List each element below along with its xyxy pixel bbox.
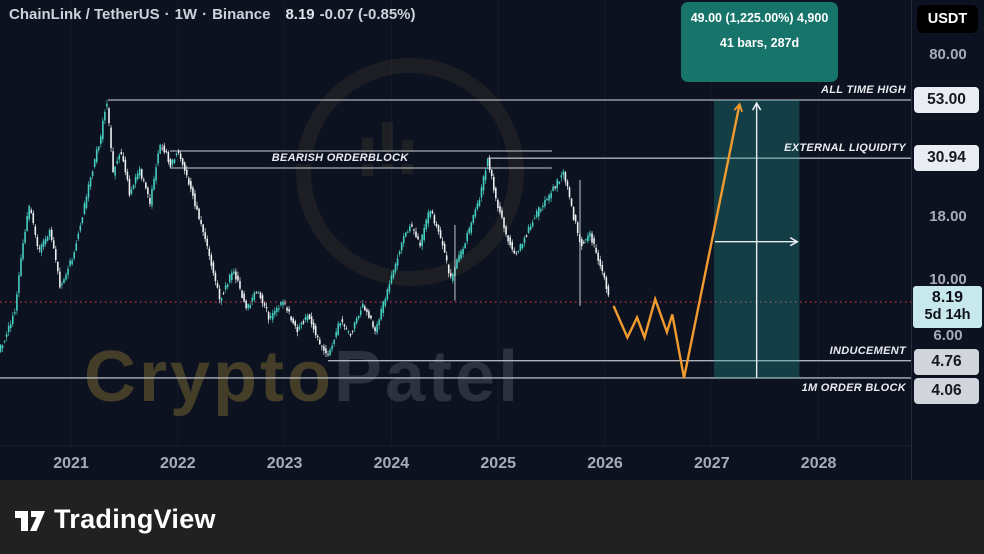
separator-dot: · — [164, 6, 170, 23]
watermark-crypto: Crypto — [84, 337, 334, 417]
price-level-badge: 30.94 — [914, 145, 979, 172]
measure-range-text: 49.00 (1,225.00%) 4,900 — [690, 11, 829, 25]
bar-countdown: 5d 14h — [924, 307, 971, 323]
x-axis-year-label[interactable]: 2021 — [53, 455, 89, 472]
level-label-1m-order-block[interactable]: 1M ORDER BLOCK — [801, 381, 906, 394]
level-label-bearish-orderblock[interactable]: BEARISH ORDERBLOCK — [264, 152, 416, 165]
price-tick-label: 18.00 — [929, 207, 967, 225]
x-axis-year-label[interactable]: 2025 — [480, 455, 516, 472]
price-level-badge: 4.06 — [914, 377, 979, 404]
interval-label[interactable]: 1W — [174, 6, 198, 23]
price-change: -0.07 (-0.85%) — [319, 6, 416, 23]
price-tick-label: 10.00 — [929, 271, 967, 289]
measure-tool-box[interactable]: 49.00 (1,225.00%) 4,900 41 bars, 287d — [681, 2, 838, 82]
price-scale[interactable]: USDT 8.19 5d 14h 80.00 18.00 10.00 6.00 53.0… — [911, 0, 984, 480]
projection-zigzag-arrow[interactable] — [612, 102, 743, 379]
level-label-external-liquidity[interactable]: EXTERNAL LIQUIDITY — [784, 142, 906, 155]
symbol-header[interactable]: ChainLink / TetherUS · 1W · Binance 8.19 -0.07… — [9, 6, 421, 23]
current-price-badge: 8.19 5d 14h — [913, 286, 982, 328]
symbol-name[interactable]: ChainLink / TetherUS — [9, 6, 160, 23]
x-axis-year-label[interactable]: 2022 — [160, 455, 196, 472]
currency-toggle-button[interactable]: USDT — [917, 5, 978, 33]
level-label-inducement[interactable]: INDUCEMENT — [829, 344, 906, 357]
x-axis-year-label[interactable]: 2027 — [694, 455, 730, 472]
candlesticks — [0, 99, 610, 357]
price-level-badge: 4.76 — [914, 348, 979, 375]
price-tick-label: 6.00 — [933, 326, 963, 344]
footer-bar: TradingView — [0, 480, 984, 554]
watermark-patel: Patel — [334, 337, 522, 417]
watermark-candle-icon — [382, 122, 393, 168]
price-level-badge: 53.00 — [914, 86, 979, 113]
last-price: 8.19 — [285, 6, 315, 23]
x-axis-year-label[interactable]: 2026 — [587, 455, 623, 472]
x-axis-year-label[interactable]: 2028 — [801, 455, 837, 472]
measure-bars-text: 41 bars, 287d — [719, 36, 800, 50]
tradingview-logo-text[interactable]: TradingView — [54, 504, 216, 534]
tradingview-logo-icon[interactable] — [14, 506, 48, 536]
separator-dot: · — [202, 6, 208, 23]
x-axis-year-label[interactable]: 2024 — [374, 455, 410, 472]
level-label-all-time-high[interactable]: ALL TIME HIGH — [821, 83, 906, 96]
price-chart[interactable]: 2021 2022 2023 2024 2025 2026 2027 2028 — [0, 0, 911, 480]
cryptopatel-watermark: CryptoPatel — [84, 336, 521, 418]
price-tick-label: 80.00 — [929, 46, 967, 64]
exchange-label: Binance — [212, 6, 271, 23]
x-axis-year-label[interactable]: 2023 — [267, 455, 303, 472]
current-price-value: 8.19 — [931, 289, 964, 306]
